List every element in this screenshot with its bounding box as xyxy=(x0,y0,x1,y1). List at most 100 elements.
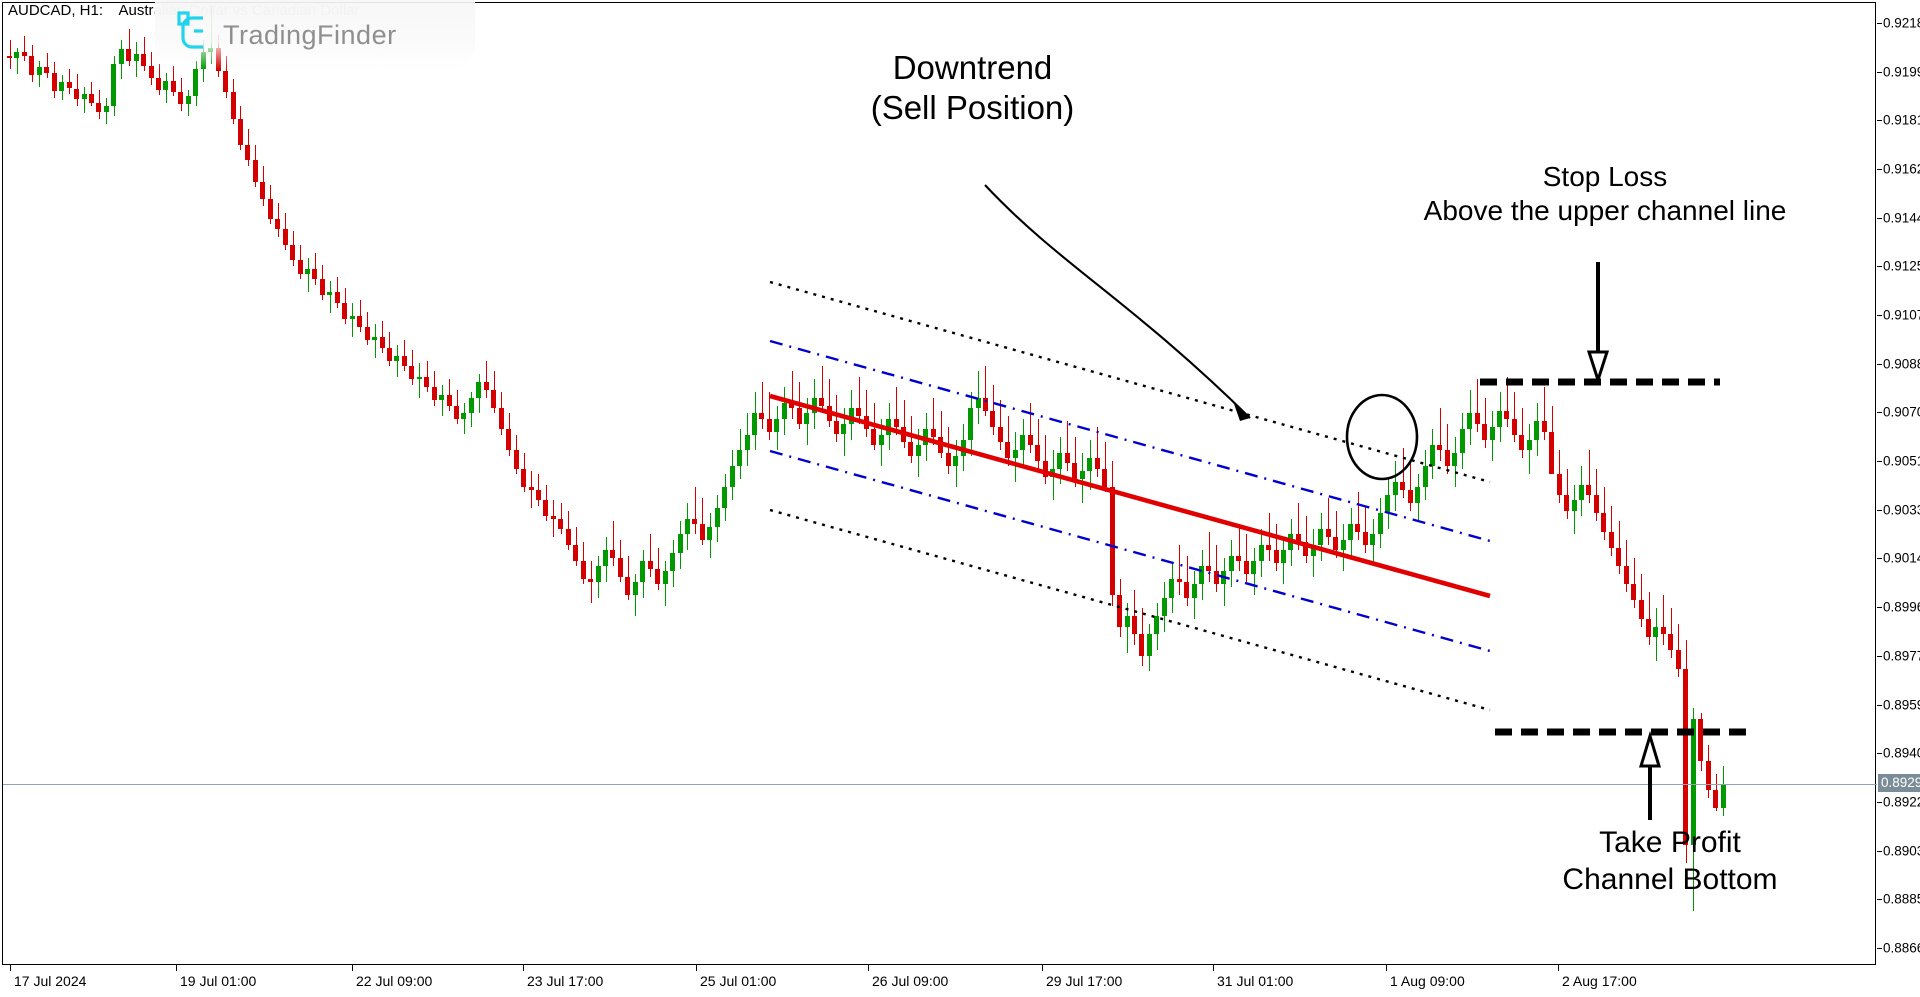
candle-body xyxy=(1586,484,1592,496)
price-axis[interactable]: 0.92180 0.91995 0.91810 0.91625 0.91440 0.912… xyxy=(1877,2,1920,965)
candle-body xyxy=(1087,458,1093,472)
candle-body xyxy=(521,468,527,488)
price-tick-label: 0.88850 xyxy=(1883,891,1920,907)
candle-body xyxy=(7,55,12,59)
candle-body xyxy=(357,316,363,327)
candle-wick xyxy=(948,426,950,474)
candle-wick xyxy=(1305,516,1307,564)
price-tick-label: 0.89960 xyxy=(1883,599,1920,615)
candle-body xyxy=(118,49,124,64)
candle-wick xyxy=(553,500,555,538)
candle-body xyxy=(126,49,132,61)
candle-body xyxy=(1653,626,1659,638)
candle-wick xyxy=(1670,608,1672,659)
candle-body xyxy=(431,387,437,401)
candle-body xyxy=(1571,500,1577,511)
candle-wick xyxy=(374,324,376,359)
price-tick xyxy=(1877,655,1882,657)
price-tick-label: 0.90145 xyxy=(1883,550,1920,566)
candle-body xyxy=(1348,523,1353,540)
price-tick xyxy=(1877,169,1882,171)
candle-body xyxy=(245,145,251,160)
candle-wick xyxy=(1603,487,1605,540)
candle-body xyxy=(1206,566,1212,572)
candle-wick xyxy=(1678,623,1680,677)
price-tick-label: 0.91810 xyxy=(1883,112,1920,128)
candle-wick xyxy=(1633,558,1635,609)
candle-body xyxy=(1005,442,1011,459)
candle-body xyxy=(893,418,899,427)
candle-body xyxy=(386,347,392,361)
candle-body xyxy=(290,245,296,260)
candle-wick xyxy=(24,35,26,61)
candle-wick xyxy=(46,52,48,78)
candle-body xyxy=(1184,581,1190,598)
candle-wick xyxy=(1402,447,1404,498)
candle-wick xyxy=(791,371,793,419)
candle-body xyxy=(148,66,154,78)
chart-plot-area[interactable] xyxy=(2,2,1877,965)
candle-wick xyxy=(1506,376,1508,427)
candle-body xyxy=(230,92,236,119)
current-price-line xyxy=(3,784,1877,786)
time-tick xyxy=(696,965,697,971)
candle-body xyxy=(1072,463,1078,480)
candle-body xyxy=(1511,418,1517,435)
candle-body xyxy=(938,437,944,453)
candle-wick xyxy=(352,302,354,338)
candle-wick xyxy=(1045,434,1047,485)
candle-wick xyxy=(441,384,443,417)
candle-body xyxy=(915,445,921,456)
candle-body xyxy=(1228,555,1234,572)
candle-body xyxy=(1288,534,1294,551)
candle-wick xyxy=(1514,392,1516,443)
candle-body xyxy=(1452,452,1458,467)
candle-body xyxy=(714,508,720,527)
candle-wick xyxy=(1276,523,1277,572)
candle-wick xyxy=(761,381,763,430)
candle-body xyxy=(722,487,728,509)
candle-body xyxy=(1131,616,1137,635)
price-tick xyxy=(1877,217,1882,219)
candle-body xyxy=(1646,618,1651,638)
candle-body xyxy=(1333,537,1339,551)
candle-wick xyxy=(1208,531,1210,582)
annotation-downtrend: Downtrend (Sell Position) xyxy=(830,48,1115,129)
price-tick xyxy=(1877,363,1882,365)
candle-wick xyxy=(329,280,331,314)
candle-body xyxy=(1437,445,1443,451)
price-tick xyxy=(1877,266,1882,268)
candle-body xyxy=(223,71,229,93)
candle-body xyxy=(1526,439,1532,451)
price-tick xyxy=(1877,461,1882,463)
time-axis[interactable]: 17 Jul 2024 19 Jul 01:00 22 Jul 09:00 23 Ju… xyxy=(2,965,1918,997)
candle-wick xyxy=(560,502,562,535)
candle-body xyxy=(319,279,325,296)
candle-body xyxy=(44,67,50,73)
price-tick xyxy=(1877,899,1882,901)
candle-body xyxy=(141,54,147,67)
candle-wick xyxy=(1335,510,1337,559)
candle-wick xyxy=(1618,521,1620,574)
candle-body xyxy=(744,434,750,451)
candle-wick xyxy=(1030,402,1032,453)
candle-body xyxy=(1407,489,1413,503)
candle-wick xyxy=(1179,545,1181,595)
candle-body xyxy=(439,395,445,401)
candle-wick xyxy=(635,573,637,617)
price-tick-label: 0.89220 xyxy=(1883,794,1920,810)
candle-body xyxy=(1094,458,1100,469)
candle-body xyxy=(1012,450,1018,459)
candle-body xyxy=(416,376,422,380)
candle-body xyxy=(1169,579,1175,598)
candle-body xyxy=(833,421,839,435)
candle-body xyxy=(1236,555,1242,561)
price-tick-label: 0.90885 xyxy=(1883,356,1920,372)
annotation-downtrend-line2: (Sell Position) xyxy=(870,89,1075,127)
price-tick-label: 0.90330 xyxy=(1883,502,1920,518)
candle-wick xyxy=(337,276,339,309)
candle-body xyxy=(1050,468,1055,477)
time-tick-label: 2 Aug 17:00 xyxy=(1562,973,1637,989)
candle-body xyxy=(1310,545,1316,556)
